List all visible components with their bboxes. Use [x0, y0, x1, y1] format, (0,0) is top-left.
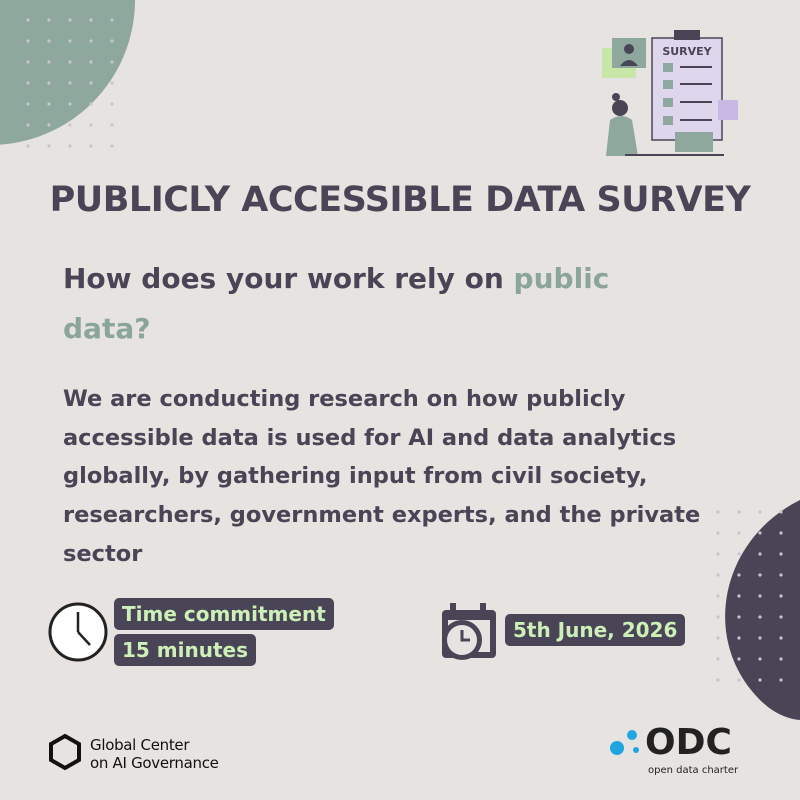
dot [737, 531, 741, 535]
body-text: We are conducting research on how public… [63, 386, 701, 567]
dot [89, 123, 93, 127]
dot [758, 531, 762, 535]
date: 5th June, 2026 [505, 614, 686, 646]
dot [779, 552, 783, 556]
dot [110, 123, 114, 127]
dot [758, 636, 762, 640]
title: PUBLICLY ACCESSIBLE DATA SURVEY [49, 180, 751, 220]
dot [47, 18, 51, 22]
dot [758, 678, 762, 682]
dot [68, 18, 72, 22]
dot [737, 573, 741, 577]
left-logo: Global Center on AI Governance [90, 736, 219, 772]
dot [89, 39, 93, 43]
right-logo-name: ODC [645, 722, 732, 763]
dot [779, 678, 783, 682]
dot [758, 594, 762, 598]
dot [716, 657, 720, 661]
dot [716, 552, 720, 556]
dot [758, 552, 762, 556]
dot [737, 552, 741, 556]
dot [716, 510, 720, 514]
dot [716, 615, 720, 619]
dot [110, 60, 114, 64]
dot [716, 636, 720, 640]
time-label: Time commitment [114, 598, 334, 630]
dot [26, 144, 30, 148]
left-logo-line1: Global Center [90, 736, 190, 754]
left-logo-line2: on AI Governance [90, 754, 219, 772]
dot [110, 102, 114, 106]
illustration-label: SURVEY [662, 45, 712, 58]
dot [89, 102, 93, 106]
dot [26, 39, 30, 43]
dot [716, 573, 720, 577]
dot [47, 144, 51, 148]
dot [68, 39, 72, 43]
dot [26, 81, 30, 85]
dot [737, 636, 741, 640]
dot [758, 510, 762, 514]
dot [26, 60, 30, 64]
question: How does your work rely on public data? [63, 254, 703, 354]
dot [89, 18, 93, 22]
dot [716, 531, 720, 535]
dot [737, 615, 741, 619]
dot [779, 657, 783, 661]
dot [68, 60, 72, 64]
dot [779, 594, 783, 598]
dot [110, 144, 114, 148]
dot [89, 144, 93, 148]
dot [89, 60, 93, 64]
right-logo-tagline: open data charter [648, 765, 739, 776]
dot [737, 510, 741, 514]
time-value: 15 minutes [114, 634, 256, 666]
question-highlight: public data? [63, 262, 610, 345]
dot [47, 102, 51, 106]
dot [758, 615, 762, 619]
dot [779, 615, 783, 619]
dot [110, 39, 114, 43]
dot [68, 144, 72, 148]
dot [68, 123, 72, 127]
dot [758, 657, 762, 661]
dot [47, 60, 51, 64]
dot [89, 81, 93, 85]
dot [26, 102, 30, 106]
dot [26, 18, 30, 22]
dot [716, 594, 720, 598]
dot [47, 81, 51, 85]
dot [716, 678, 720, 682]
dot [110, 81, 114, 85]
dot [779, 510, 783, 514]
dot [68, 81, 72, 85]
dot [26, 123, 30, 127]
dot [779, 636, 783, 640]
dot [779, 531, 783, 535]
dot [779, 573, 783, 577]
dot [47, 123, 51, 127]
dot [737, 594, 741, 598]
dot [110, 18, 114, 22]
dot [737, 657, 741, 661]
dot [737, 678, 741, 682]
dot [68, 102, 72, 106]
dot [758, 573, 762, 577]
question-lead: How does your work rely on [63, 262, 514, 295]
dot [47, 39, 51, 43]
